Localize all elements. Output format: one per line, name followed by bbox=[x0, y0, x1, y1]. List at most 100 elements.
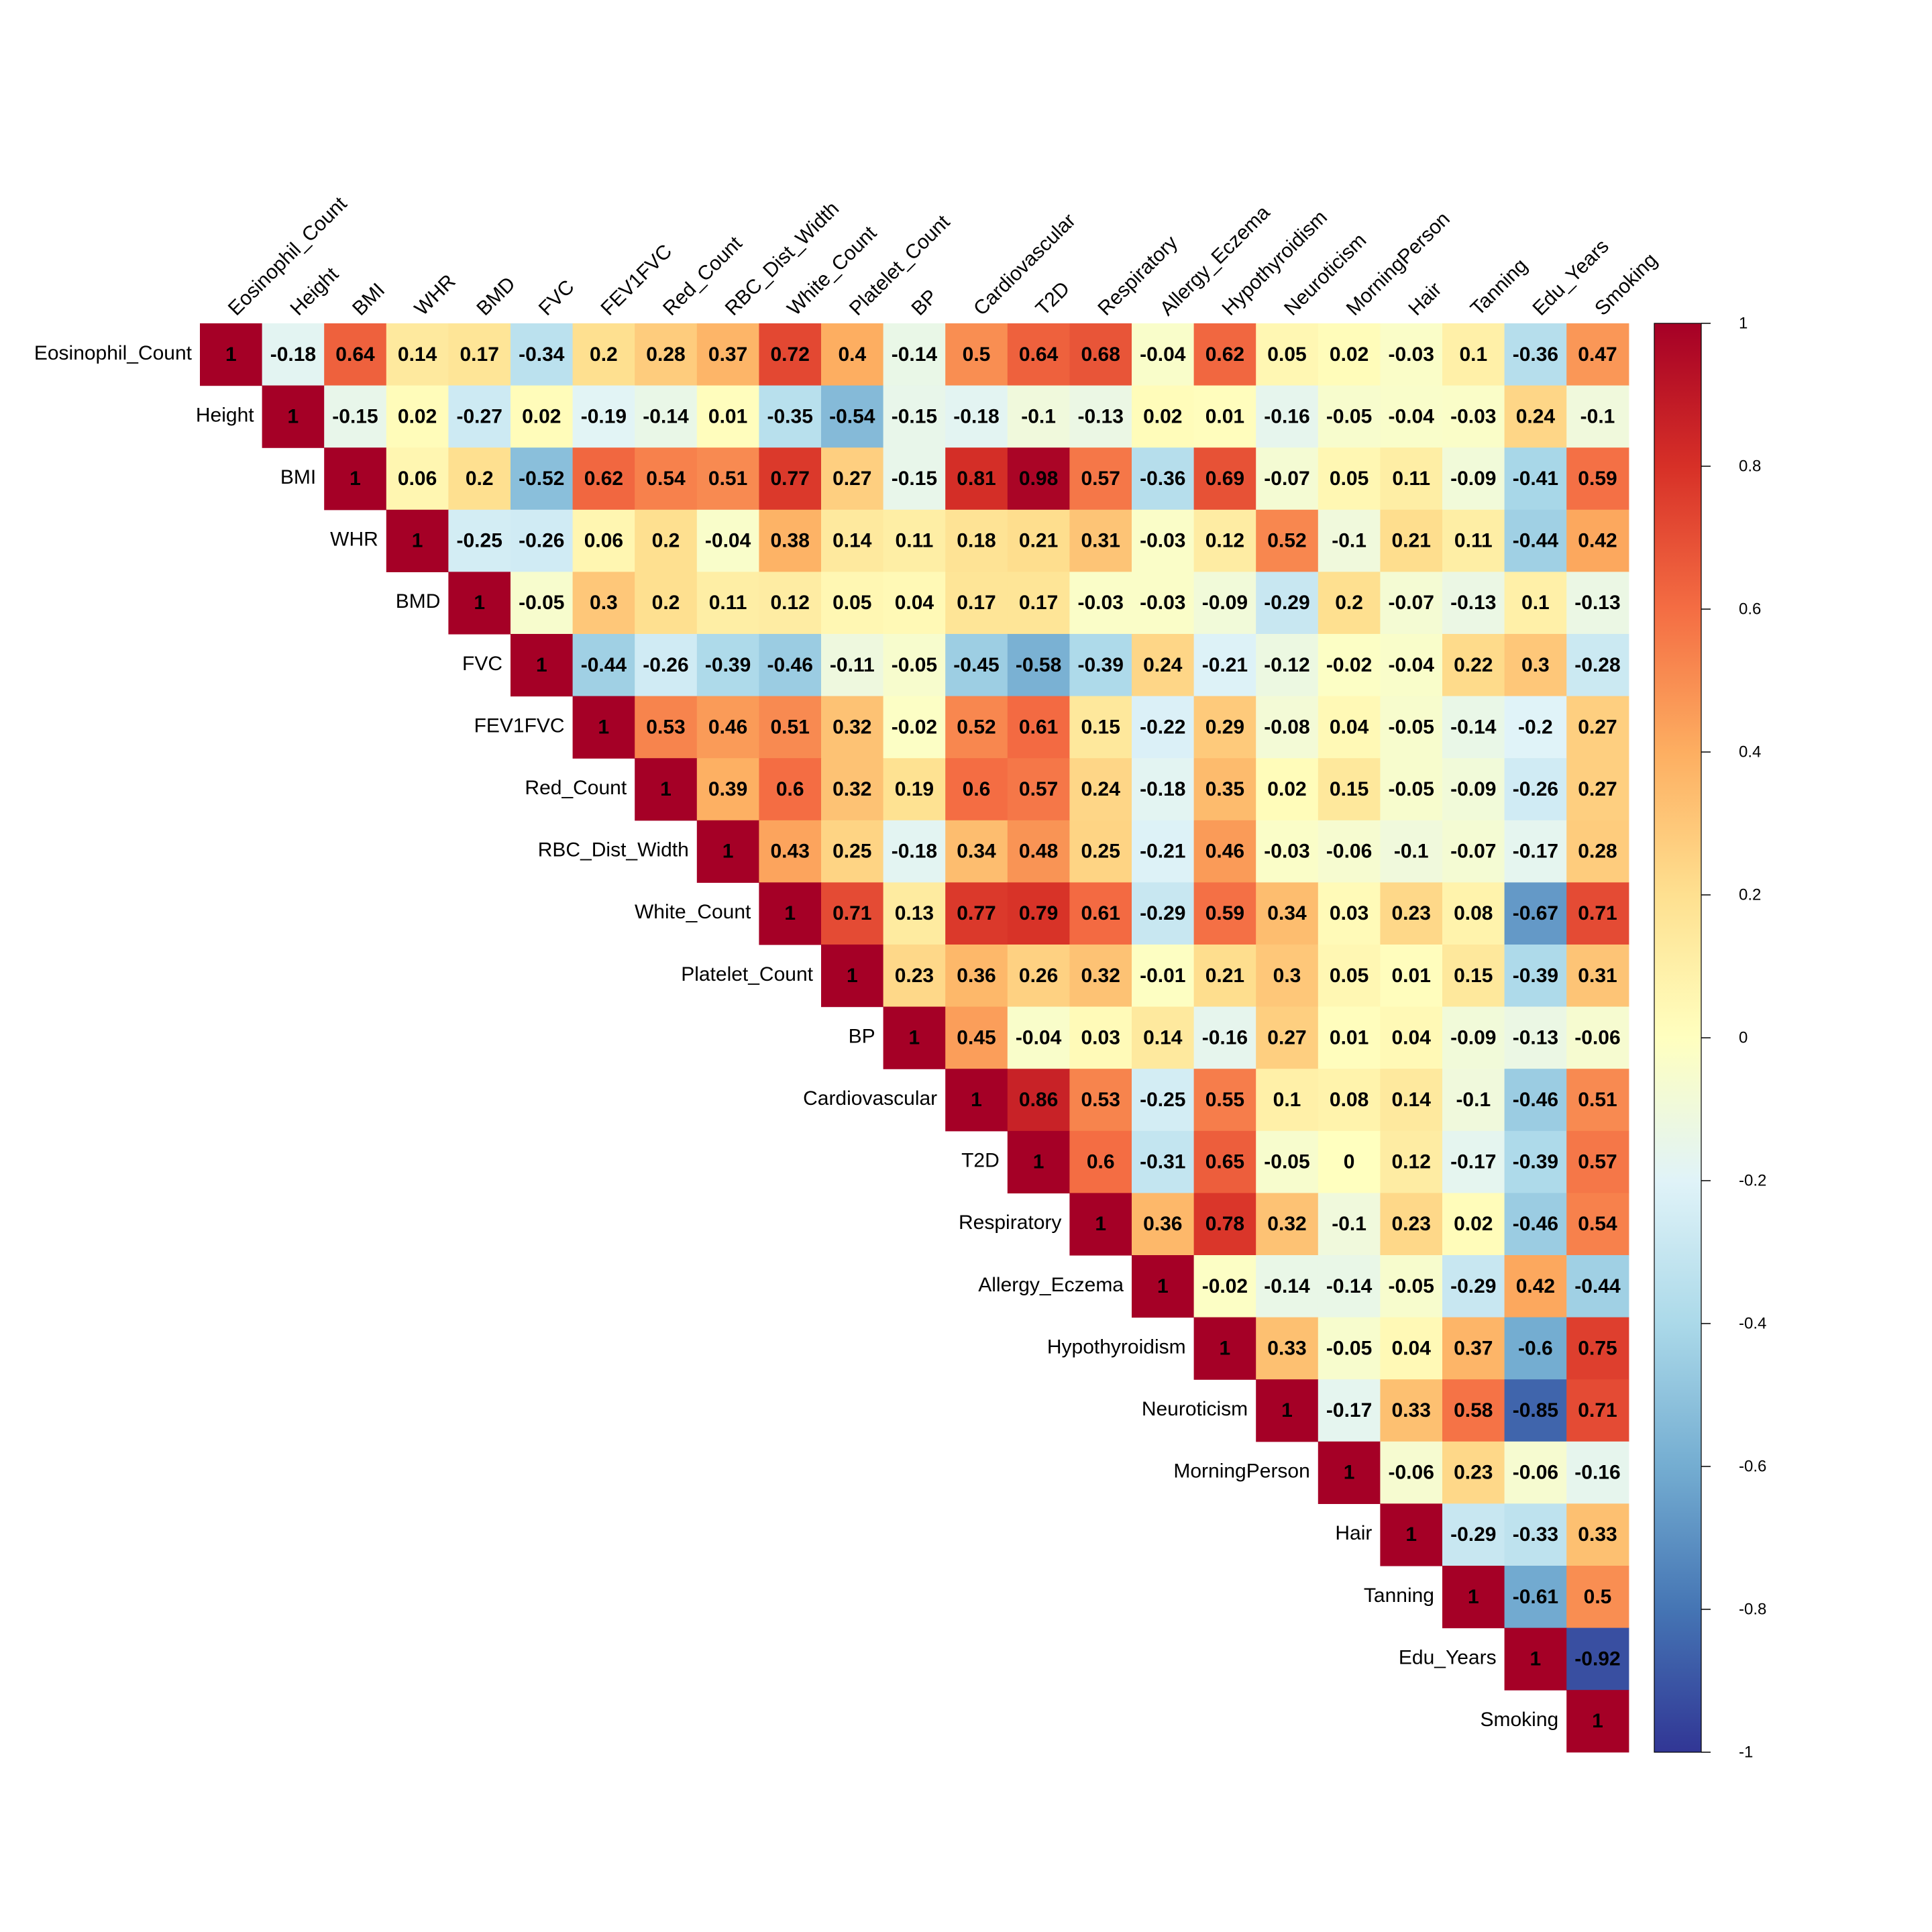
heatmap-cell bbox=[1504, 1130, 1567, 1193]
heatmap-cell bbox=[1193, 385, 1256, 448]
cell-value: 0.11 bbox=[709, 592, 747, 614]
heatmap-cell bbox=[572, 385, 635, 448]
cell-value: 0.46 bbox=[1205, 841, 1244, 863]
heatmap-cell bbox=[1193, 1006, 1256, 1069]
heatmap-cell bbox=[759, 447, 822, 511]
heatmap-cell bbox=[1007, 1130, 1070, 1193]
heatmap-cell bbox=[200, 323, 263, 386]
cell-value: 0.43 bbox=[771, 841, 810, 863]
cell-value: 0.3 bbox=[1273, 965, 1301, 987]
cell-value: -0.34 bbox=[519, 343, 565, 366]
cell-value: 0.55 bbox=[1205, 1089, 1244, 1111]
cell-value: 0.27 bbox=[1267, 1026, 1306, 1049]
cell-value: 0.01 bbox=[1205, 405, 1244, 427]
cell-value: 0.32 bbox=[1081, 965, 1120, 987]
heatmap-cell bbox=[1007, 882, 1070, 945]
cell-value: -0.39 bbox=[1513, 1151, 1558, 1173]
cell-value: 0.02 bbox=[1454, 1213, 1493, 1235]
cell-value: 0.39 bbox=[708, 778, 747, 800]
heatmap-cell bbox=[572, 572, 635, 635]
cell-value: 0.79 bbox=[1019, 902, 1058, 924]
heatmap-cell bbox=[1318, 1006, 1381, 1069]
heatmap-cell bbox=[386, 385, 449, 448]
column-label: BMD bbox=[472, 272, 519, 319]
heatmap-cell bbox=[1380, 696, 1443, 759]
cell-value: -0.6 bbox=[1518, 1337, 1553, 1359]
cell-value: 0.2 bbox=[652, 592, 680, 614]
heatmap-cell bbox=[1566, 634, 1629, 697]
column-label: FVC bbox=[535, 276, 579, 320]
cell-value: 0.58 bbox=[1454, 1399, 1493, 1421]
heatmap-cell bbox=[1007, 820, 1070, 883]
heatmap-cell bbox=[1069, 696, 1132, 759]
cell-value: 0.24 bbox=[1516, 405, 1556, 427]
heatmap-cell bbox=[1318, 882, 1381, 945]
cell-value: 0.05 bbox=[1330, 965, 1368, 987]
heatmap-cell bbox=[883, 385, 946, 448]
heatmap-cell bbox=[1132, 1006, 1195, 1069]
heatmap-cell bbox=[572, 323, 635, 386]
heatmap-cell bbox=[1318, 945, 1381, 1008]
heatmap-cell bbox=[883, 696, 946, 759]
heatmap-cell bbox=[1132, 572, 1195, 635]
heatmap-cell bbox=[1380, 1255, 1443, 1318]
heatmap-cell bbox=[1566, 572, 1629, 635]
heatmap-cell bbox=[511, 447, 574, 511]
cell-value: 1 bbox=[350, 468, 361, 490]
cell-value: -0.04 bbox=[1389, 405, 1435, 427]
cell-value: 0.48 bbox=[1019, 841, 1058, 863]
cell-value: -0.14 bbox=[643, 405, 689, 427]
cell-value: -0.85 bbox=[1513, 1399, 1558, 1421]
heatmap-cell bbox=[1069, 820, 1132, 883]
cell-value: -0.09 bbox=[1450, 468, 1496, 490]
heatmap-cell bbox=[945, 572, 1008, 635]
heatmap-cell bbox=[945, 634, 1008, 697]
heatmap-cell bbox=[511, 323, 574, 386]
cell-value: 0.23 bbox=[1392, 1213, 1431, 1235]
heatmap-cell bbox=[696, 758, 759, 821]
heatmap-cell bbox=[1256, 572, 1319, 635]
cell-value: 0.03 bbox=[1081, 1026, 1120, 1049]
cell-value: -0.54 bbox=[829, 405, 875, 427]
heatmap-cell bbox=[1504, 509, 1567, 572]
heatmap-cell bbox=[821, 323, 884, 386]
cell-value: -0.44 bbox=[1574, 1275, 1621, 1297]
cell-value: 0.23 bbox=[1454, 1462, 1493, 1484]
cell-value: 0.51 bbox=[1578, 1089, 1617, 1111]
cell-value: 1 bbox=[1157, 1275, 1169, 1297]
cell-value: 0.01 bbox=[708, 405, 747, 427]
cell-value: -0.03 bbox=[1078, 592, 1124, 614]
heatmap-cell bbox=[1504, 572, 1567, 635]
heatmap-cell bbox=[696, 820, 759, 883]
row-label: Red_Count bbox=[525, 777, 627, 799]
heatmap-cell bbox=[1566, 1193, 1629, 1256]
row-label: BMD bbox=[396, 590, 441, 612]
heatmap-cell bbox=[1442, 1193, 1505, 1256]
heatmap-cell bbox=[945, 1069, 1008, 1132]
heatmap-cell bbox=[635, 758, 698, 821]
cell-value: 1 bbox=[660, 778, 672, 800]
heatmap-cell bbox=[759, 758, 822, 821]
heatmap-cell bbox=[1132, 1255, 1195, 1318]
cell-value: 0.02 bbox=[1267, 778, 1306, 800]
cell-value: 0.69 bbox=[1205, 468, 1244, 490]
cell-value: -0.25 bbox=[1140, 1089, 1185, 1111]
cell-value: 0.54 bbox=[1578, 1213, 1617, 1235]
heatmap-cell bbox=[1132, 1193, 1195, 1256]
heatmap-cell bbox=[1380, 820, 1443, 883]
cell-value: 1 bbox=[474, 592, 485, 614]
heatmap-cell bbox=[1193, 509, 1256, 572]
heatmap-cell bbox=[1318, 1255, 1381, 1318]
heatmap-cell bbox=[1442, 1130, 1505, 1193]
cell-value: 1 bbox=[1405, 1523, 1417, 1546]
cell-value: 0.3 bbox=[1521, 654, 1550, 676]
column-label: WHR bbox=[411, 270, 460, 320]
heatmap-cell bbox=[1566, 1503, 1629, 1566]
heatmap-cell bbox=[1504, 1006, 1567, 1069]
heatmap-cell bbox=[945, 323, 1008, 386]
heatmap-cell bbox=[945, 385, 1008, 448]
heatmap-cell bbox=[1193, 572, 1256, 635]
heatmap-cell bbox=[945, 1006, 1008, 1069]
heatmap-cell bbox=[1442, 323, 1505, 386]
heatmap-cell bbox=[511, 385, 574, 448]
